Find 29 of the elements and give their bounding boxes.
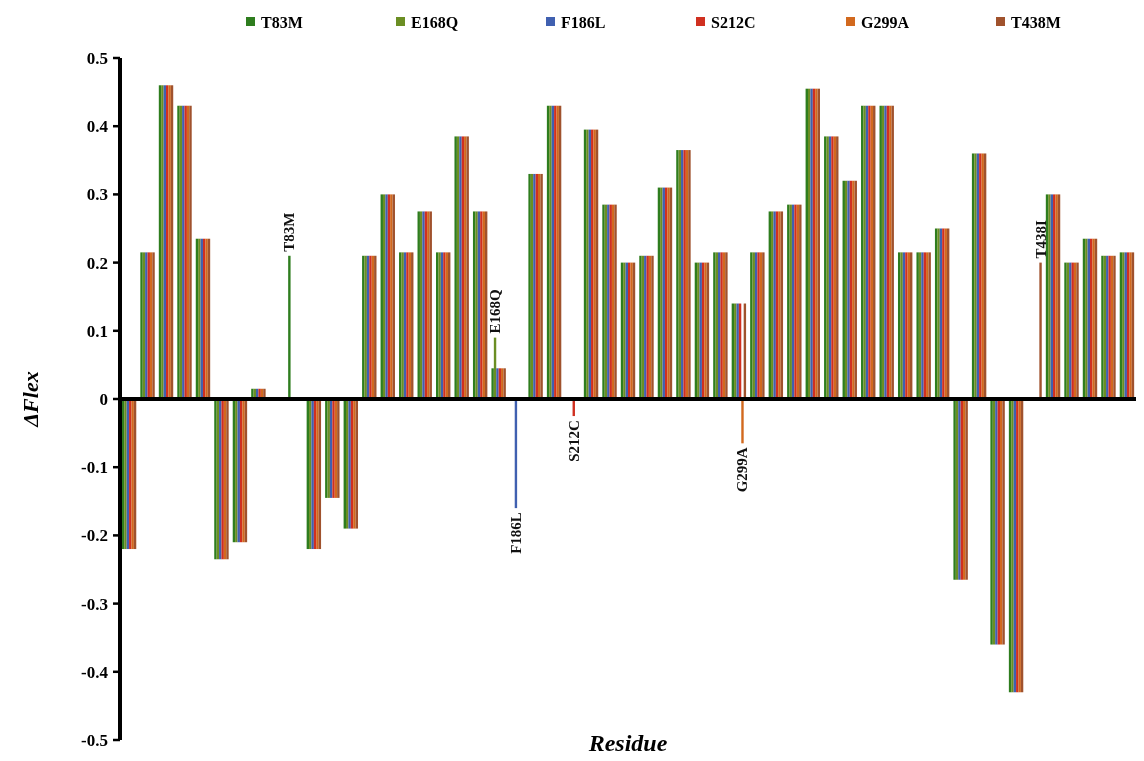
legend-label: G299A [861, 13, 910, 31]
y-tick-label: 0.3 [86, 185, 108, 205]
y-tick-label: 0.1 [86, 321, 108, 341]
bar [288, 255, 291, 399]
x-axis-title: Residue [587, 730, 668, 756]
data-label: S212C [565, 420, 582, 462]
legend-label: T438M [1011, 13, 1061, 31]
legend-label: F186L [561, 13, 606, 31]
y-tick-label: -0.2 [81, 526, 108, 546]
data-label: T83M [281, 212, 298, 252]
bar [741, 399, 744, 444]
bar [1039, 262, 1042, 399]
legend-label: E168Q [411, 13, 459, 31]
y-tick-label: -0.4 [81, 662, 109, 682]
bar [491, 368, 494, 399]
data-label: F186L [507, 512, 524, 554]
legend-label: S212C [711, 13, 756, 31]
y-tick-label: -0.3 [81, 594, 108, 614]
y-tick-label: -0.5 [81, 730, 108, 750]
y-tick-label: 0.2 [86, 253, 108, 273]
y-axis-title: ΔFlex [18, 371, 43, 428]
data-label: E168Q [487, 289, 504, 334]
y-tick-label: -0.1 [81, 458, 108, 478]
data-label: T438I [1032, 220, 1049, 259]
legend-label: T83M [261, 13, 303, 31]
y-tick-label: 0.4 [86, 117, 109, 137]
data-label: G299A [734, 447, 751, 493]
y-tick-label: 0 [99, 389, 108, 409]
y-tick-label: 0.5 [86, 48, 108, 68]
